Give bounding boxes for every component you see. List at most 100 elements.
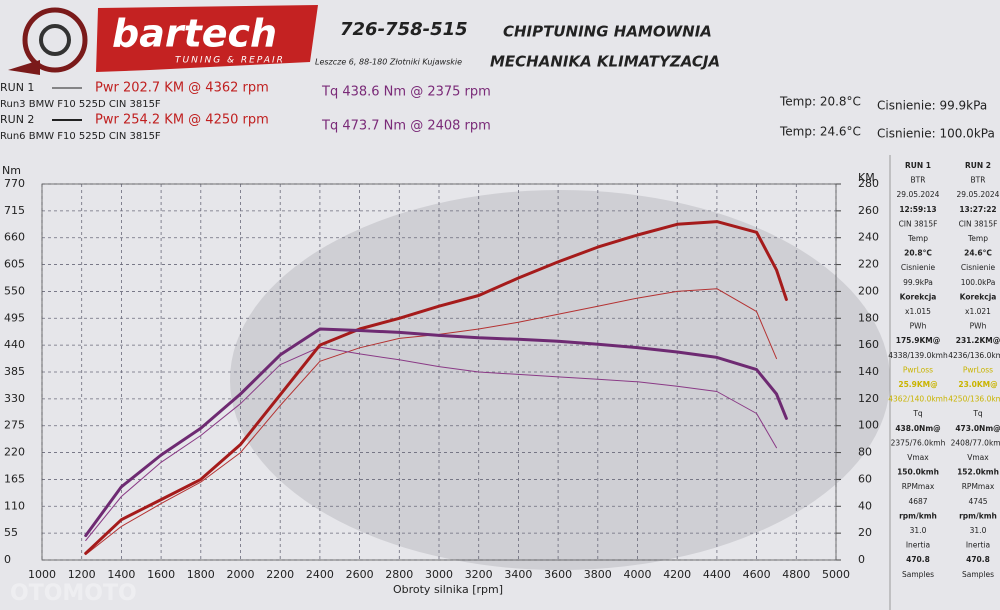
run-label: RUN 2	[0, 113, 34, 126]
legend-torque: Tq 438.6 Nm @ 2375 rpm	[321, 85, 491, 100]
temperature: Temp: 24.6°C	[779, 125, 861, 139]
side-table-cell: Cisnienie	[901, 263, 936, 272]
y-axis-title: Nm	[2, 164, 21, 177]
address: Leszcze 6, 88-180 Złotniki Kujawskie	[315, 58, 462, 67]
side-table-cell: rpm/kmh	[959, 511, 997, 520]
side-table-cell: 20.8°C	[904, 249, 932, 258]
x-tick-label: 4600	[743, 568, 771, 581]
legend-power: Pwr 254.2 KM @ 4250 rpm	[95, 113, 269, 128]
watermark: OTOMOTO	[10, 581, 137, 606]
x-tick-label: 1800	[187, 568, 215, 581]
pressure: Cisnienie: 99.9kPa	[877, 99, 987, 113]
side-table-cell: Tq	[912, 409, 923, 418]
shadow	[230, 190, 890, 570]
x-tick-label: 3800	[584, 568, 612, 581]
side-table-cell: Temp	[967, 234, 988, 243]
side-table-cell: 4745	[968, 497, 987, 506]
y2-tick-label: 260	[858, 204, 879, 217]
y2-axis-title: KM	[858, 171, 875, 184]
run-description: Run6 BMW F10 525D CIN 3815F	[0, 131, 161, 142]
side-table-cell: 152.0kmh	[957, 468, 999, 477]
x-tick-label: 2600	[346, 568, 374, 581]
side-table-cell: Inertia	[906, 541, 930, 550]
x-tick-label: 2200	[266, 568, 294, 581]
y-tick-label: 0	[4, 553, 11, 566]
side-table-cell: 31.0	[970, 526, 987, 535]
y2-tick-label: 240	[858, 231, 879, 244]
y-tick-label: 110	[4, 499, 25, 512]
side-table-cell: 470.8	[966, 555, 990, 564]
side-table-cell: 29.05.2024	[957, 190, 1000, 199]
side-table-cell: Inertia	[966, 541, 990, 550]
side-table-cell: 231.2KM@	[956, 336, 1000, 345]
side-table-cell: x1.015	[905, 307, 931, 316]
plot-frame	[41, 183, 837, 561]
x-tick-label: 4400	[703, 568, 731, 581]
legend-power: Pwr 202.7 KM @ 4362 rpm	[95, 81, 269, 96]
y-tick-label: 550	[4, 284, 25, 297]
y-tick-label: 330	[4, 392, 25, 405]
logo: bartech TUNING & REPAIR	[8, 5, 318, 75]
service: MECHANIKA KLIMATYZACJA	[490, 53, 720, 71]
tagline: TUNING & REPAIR	[175, 56, 285, 66]
x-tick-label: 2000	[227, 568, 255, 581]
side-table-cell: Korekcja	[900, 292, 937, 301]
side-table-cell: 24.6°C	[964, 249, 992, 258]
y-tick-label: 220	[4, 446, 25, 459]
x-axis-title: Obroty silnika [rpm]	[393, 583, 503, 596]
side-table-cell: PWh	[910, 322, 927, 331]
side-table-cell: 4687	[908, 497, 927, 506]
data-line	[85, 346, 777, 541]
side-table-cell: 4236/136.0kmh	[948, 351, 1000, 360]
x-tick-label: 1600	[147, 568, 175, 581]
side-table-cell: RUN 2	[965, 161, 991, 170]
side-table-cell: Samples	[962, 570, 994, 579]
side-table-cell: 4250/136.0kmh	[948, 395, 1000, 404]
y-tick-label: 55	[4, 526, 18, 539]
x-tick-label: 4800	[782, 568, 810, 581]
y-tick-label: 440	[4, 338, 25, 351]
side-table-cell: PwrLoss	[963, 365, 993, 374]
phone: 726-758-515	[340, 19, 468, 40]
side-table-cell: PWh	[970, 322, 987, 331]
side-table-cell: Tq	[972, 409, 983, 418]
y2-tick-label: 20	[858, 526, 872, 539]
side-table-cell: Korekcja	[960, 292, 997, 301]
x-tick-label: 4200	[663, 568, 691, 581]
x-tick-label: 4000	[624, 568, 652, 581]
y-tick-label: 385	[4, 365, 25, 378]
pressure: Cisnienie: 100.0kPa	[877, 127, 995, 141]
side-table-cell: 31.0	[910, 526, 927, 535]
y-tick-label: 605	[4, 258, 25, 271]
y-tick-label: 660	[4, 231, 25, 244]
legend-torque: Tq 473.7 Nm @ 2408 rpm	[321, 119, 491, 134]
y-tick-label: 275	[4, 419, 25, 432]
side-table-cell: RPMmax	[962, 482, 995, 491]
x-tick-label: 5000	[822, 568, 850, 581]
side-table-cell: Cisnienie	[961, 263, 996, 272]
x-tick-label: 2400	[306, 568, 334, 581]
side-table-cell: CIN 3815F	[959, 219, 998, 228]
y2-tick-label: 160	[858, 338, 879, 351]
y2-tick-label: 280	[858, 177, 879, 190]
side-table-cell: Vmax	[967, 453, 989, 462]
data-line	[84, 220, 788, 555]
y2-tick-label: 120	[858, 392, 879, 405]
x-tick-label: 1000	[28, 568, 56, 581]
side-table-cell: 2408/77.0kmh	[951, 438, 1000, 447]
y2-tick-label: 180	[858, 311, 879, 324]
x-tick-label: 1200	[68, 568, 96, 581]
side-table-cell: 470.8	[906, 555, 930, 564]
brand: bartech	[112, 12, 277, 56]
side-table-cell: Temp	[907, 234, 928, 243]
side-table-cell: Samples	[902, 570, 934, 579]
side-table-cell: PwrLoss	[903, 365, 933, 374]
side-table-cell: CIN 3815F	[899, 219, 938, 228]
x-tick-label: 3400	[504, 568, 532, 581]
side-table-cell: 473.0Nm@	[955, 424, 1000, 433]
side-table-cell: x1.021	[965, 307, 991, 316]
x-tick-label: 3600	[544, 568, 572, 581]
y-tick-label: 715	[4, 204, 25, 217]
y2-tick-label: 80	[858, 446, 872, 459]
